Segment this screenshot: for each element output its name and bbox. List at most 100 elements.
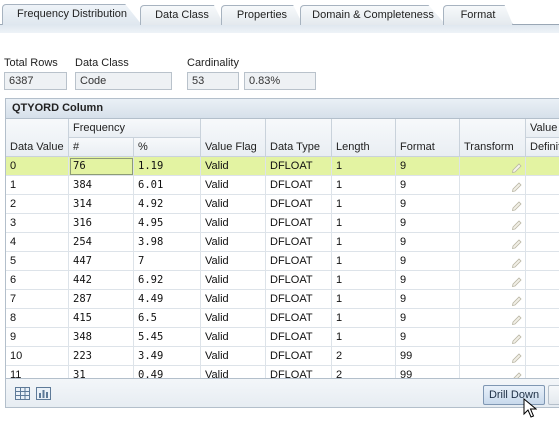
cell-format: 9 — [396, 233, 460, 252]
cell-flag: Valid — [201, 176, 266, 195]
cell-definition[interactable] — [526, 347, 559, 366]
cell-value: 11 — [6, 366, 69, 378]
cell-transform — [460, 347, 526, 366]
cell-format: 9 — [396, 328, 460, 347]
table-row[interactable]: 4 254 3.98 Valid DFLOAT 1 9 — [6, 233, 559, 252]
cell-percent: 3.49 — [134, 347, 201, 366]
cell-definition[interactable] — [526, 366, 559, 378]
table-row[interactable]: 6 442 6.92 Valid DFLOAT 1 9 — [6, 271, 559, 290]
cell-definition[interactable] — [526, 252, 559, 271]
header-count[interactable]: # — [69, 138, 134, 157]
tab-domain-completeness[interactable]: Domain & Completeness — [300, 5, 446, 25]
cell-percent: 7 — [134, 252, 201, 271]
pencil-icon[interactable] — [510, 217, 523, 230]
next-button-partial[interactable] — [548, 385, 559, 405]
cell-definition[interactable] — [526, 233, 559, 252]
header-definition[interactable]: Definiti — [526, 138, 559, 157]
total-rows-field: 6387 — [4, 72, 67, 90]
cell-count: 287 — [69, 290, 134, 309]
pencil-icon[interactable] — [510, 236, 523, 249]
cell-definition[interactable] — [526, 195, 559, 214]
header-value-flag[interactable]: Value Flag — [201, 119, 266, 157]
cell-transform — [460, 309, 526, 328]
header-format[interactable]: Format — [396, 119, 460, 157]
table-row[interactable]: 7 287 4.49 Valid DFLOAT 1 9 — [6, 290, 559, 309]
pencil-icon[interactable] — [510, 255, 523, 268]
cell-definition[interactable] — [526, 328, 559, 347]
cell-length: 1 — [332, 214, 396, 233]
cell-format: 9 — [396, 214, 460, 233]
cell-definition[interactable] — [526, 309, 559, 328]
cell-flag: Valid — [201, 157, 266, 176]
cell-transform — [460, 252, 526, 271]
cell-flag: Valid — [201, 347, 266, 366]
cell-length: 1 — [332, 290, 396, 309]
pencil-icon[interactable] — [510, 312, 523, 325]
cell-value: 7 — [6, 290, 69, 309]
cell-definition[interactable] — [526, 271, 559, 290]
cardinality-count-field: 53 — [187, 72, 239, 90]
cell-count: 447 — [69, 252, 134, 271]
header-percent[interactable]: % — [134, 138, 201, 157]
total-rows-label: Total Rows — [4, 57, 58, 69]
cell-count: 314 — [69, 195, 134, 214]
cell-count: 76 — [69, 157, 134, 176]
cell-percent: 4.95 — [134, 214, 201, 233]
cell-definition[interactable] — [526, 214, 559, 233]
pencil-icon[interactable] — [510, 293, 523, 306]
tab-format[interactable]: Format — [443, 5, 513, 25]
table-row[interactable]: 10 223 3.49 Valid DFLOAT 2 99 — [6, 347, 559, 366]
chart-view-icon[interactable] — [36, 387, 51, 400]
tab-frequency-distribution[interactable]: Frequency Distribution — [2, 4, 142, 25]
table-row[interactable]: 1 384 6.01 Valid DFLOAT 1 9 — [6, 176, 559, 195]
cell-percent: 6.5 — [134, 309, 201, 328]
cell-transform — [460, 195, 526, 214]
pencil-icon[interactable] — [510, 369, 523, 378]
header-data-type[interactable]: Data Type — [266, 119, 332, 157]
pencil-icon[interactable] — [510, 160, 523, 173]
header-transform[interactable]: Transform — [460, 119, 526, 157]
cardinality-percent-field: 0.83% — [244, 72, 316, 90]
cell-length: 1 — [332, 328, 396, 347]
table-row[interactable]: 11 31 0.49 Valid DFLOAT 2 99 — [6, 366, 559, 378]
header-data-value[interactable]: Data Value — [6, 119, 69, 157]
table-row[interactable]: 9 348 5.45 Valid DFLOAT 1 9 — [6, 328, 559, 347]
tab-properties[interactable]: Properties — [221, 5, 303, 25]
cell-format: 99 — [396, 366, 460, 378]
cell-transform — [460, 366, 526, 378]
pencil-icon[interactable] — [510, 350, 523, 363]
pencil-icon[interactable] — [510, 198, 523, 211]
header-length[interactable]: Length — [332, 119, 396, 157]
table-row[interactable]: 8 415 6.5 Valid DFLOAT 1 9 — [6, 309, 559, 328]
cell-value: 4 — [6, 233, 69, 252]
cell-type: DFLOAT — [266, 328, 332, 347]
pencil-icon[interactable] — [510, 274, 523, 287]
cell-definition[interactable] — [526, 176, 559, 195]
pencil-icon[interactable] — [510, 331, 523, 344]
cell-percent: 4.49 — [134, 290, 201, 309]
cell-type: DFLOAT — [266, 233, 332, 252]
cell-count: 31 — [69, 366, 134, 378]
cell-transform — [460, 328, 526, 347]
table-row[interactable]: 3 316 4.95 Valid DFLOAT 1 9 — [6, 214, 559, 233]
cell-count: 316 — [69, 214, 134, 233]
drill-down-button[interactable]: Drill Down — [483, 385, 545, 405]
cell-length: 2 — [332, 366, 396, 378]
cell-length: 1 — [332, 233, 396, 252]
cell-format: 99 — [396, 347, 460, 366]
pencil-icon[interactable] — [510, 179, 523, 192]
cell-percent: 0.49 — [134, 366, 201, 378]
cell-definition[interactable] — [526, 290, 559, 309]
cell-transform — [460, 157, 526, 176]
table-row[interactable]: 0 76 1.19 Valid DFLOAT 1 9 — [6, 157, 559, 176]
cell-percent: 3.98 — [134, 233, 201, 252]
table-row[interactable]: 2 314 4.92 Valid DFLOAT 1 9 — [6, 195, 559, 214]
cell-definition[interactable] — [526, 157, 559, 176]
tab-data-class[interactable]: Data Class — [140, 5, 224, 25]
cell-format: 9 — [396, 252, 460, 271]
tab-bar-fill — [0, 25, 559, 33]
cell-type: DFLOAT — [266, 214, 332, 233]
frequency-table: Data Value Frequency # % Value Flag Data… — [6, 119, 559, 378]
table-row[interactable]: 5 447 7 Valid DFLOAT 1 9 — [6, 252, 559, 271]
table-view-icon[interactable] — [15, 387, 30, 400]
